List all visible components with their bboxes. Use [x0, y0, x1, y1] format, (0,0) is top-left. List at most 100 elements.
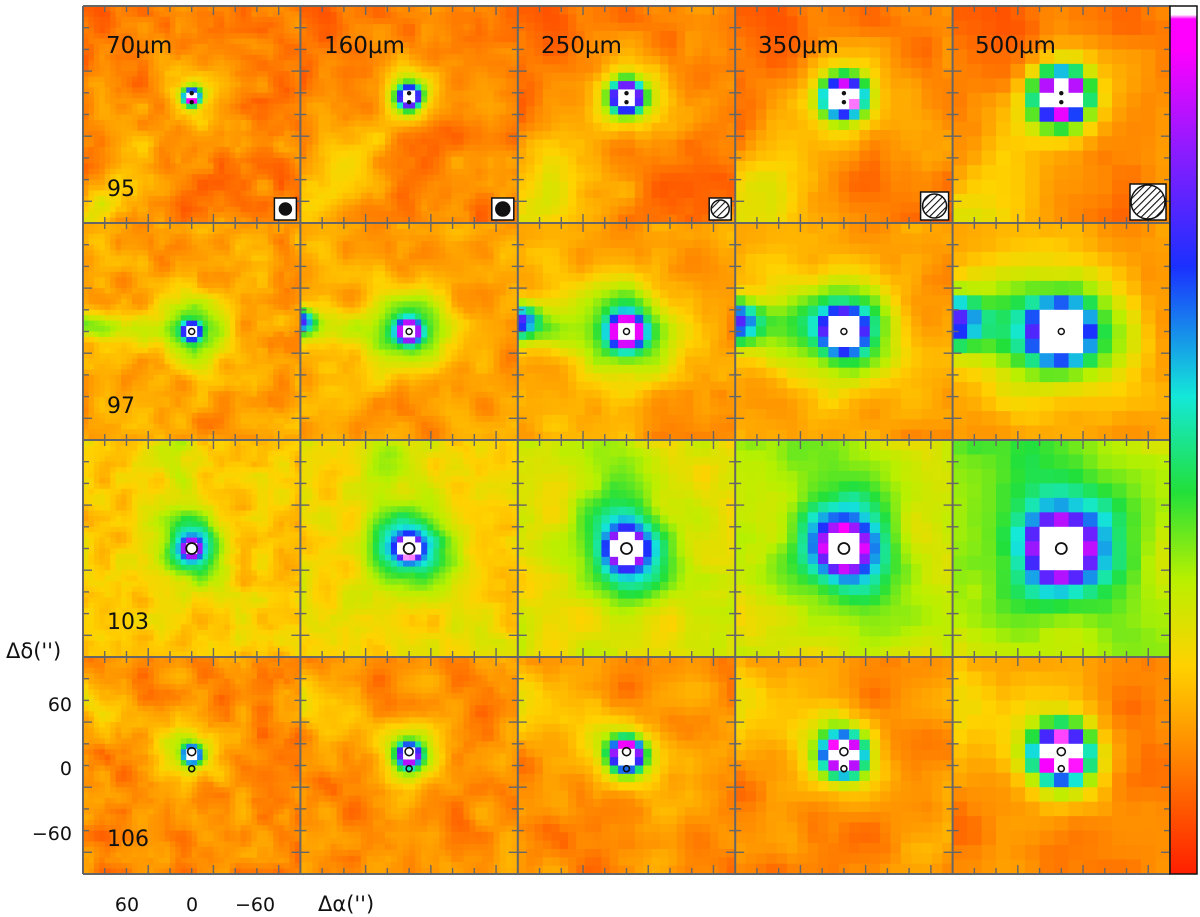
map-pixel — [337, 102, 344, 109]
map-pixel — [99, 49, 105, 55]
map-pixel — [543, 6, 552, 15]
map-pixel — [159, 256, 165, 262]
map-pixel — [235, 22, 241, 28]
map-pixel — [284, 55, 290, 61]
map-pixel — [367, 133, 374, 140]
map-pixel — [685, 14, 694, 23]
map-pixel — [385, 169, 392, 176]
map-pixel — [126, 239, 132, 245]
map-pixel — [403, 175, 410, 182]
map-pixel — [181, 245, 187, 251]
map-pixel — [116, 109, 122, 115]
map-pixel — [870, 109, 881, 120]
map-pixel — [518, 73, 527, 82]
map-pixel — [251, 131, 257, 137]
map-pixel — [132, 93, 138, 99]
map-pixel — [251, 39, 257, 45]
map-pixel — [181, 250, 187, 256]
map-pixel — [170, 299, 176, 305]
map-pixel — [518, 39, 527, 48]
map-pixel — [421, 205, 428, 212]
map-pixel — [110, 98, 116, 104]
map-pixel — [105, 115, 111, 121]
map-pixel — [197, 272, 203, 278]
map-pixel — [421, 181, 428, 188]
map-pixel — [901, 99, 912, 110]
map-pixel — [415, 145, 422, 152]
map-pixel — [262, 266, 268, 272]
map-pixel — [279, 66, 285, 72]
map-pixel — [818, 68, 829, 79]
map-pixel — [197, 109, 203, 115]
map-pixel — [379, 133, 386, 140]
map-pixel — [627, 165, 636, 174]
map-pixel — [235, 44, 241, 50]
map-pixel — [693, 131, 702, 140]
map-pixel — [116, 98, 122, 104]
map-pixel — [262, 272, 268, 278]
map-pixel — [494, 30, 501, 37]
map-pixel — [373, 133, 380, 140]
map-pixel — [421, 157, 428, 164]
map-pixel — [88, 212, 94, 218]
map-pixel — [343, 163, 350, 170]
map-pixel — [361, 96, 368, 103]
map-pixel — [551, 123, 560, 132]
map-pixel — [224, 261, 230, 267]
map-pixel — [105, 207, 111, 213]
map-pixel — [192, 71, 198, 77]
map-pixel — [110, 125, 116, 131]
map-pixel — [230, 87, 236, 93]
map-pixel — [409, 157, 416, 164]
map-pixel — [230, 283, 236, 289]
map-pixel — [192, 17, 198, 23]
map-pixel — [710, 140, 719, 149]
map-pixel — [451, 115, 458, 122]
map-pixel — [488, 145, 495, 152]
map-pixel — [148, 239, 154, 245]
map-pixel — [808, 68, 819, 79]
map-pixel — [643, 23, 652, 32]
map-pixel — [808, 130, 819, 141]
map-pixel — [241, 304, 247, 310]
map-pixel — [568, 206, 577, 215]
map-pixel — [148, 87, 154, 93]
map-pixel — [116, 272, 122, 278]
map-pixel — [506, 187, 513, 194]
map-pixel — [181, 174, 187, 180]
map-pixel — [482, 36, 489, 43]
map-pixel — [165, 82, 171, 88]
map-pixel — [88, 44, 94, 50]
map-pixel — [494, 84, 501, 91]
map-pixel — [235, 152, 241, 158]
map-pixel — [246, 93, 252, 99]
map-pixel — [262, 245, 268, 251]
map-pixel — [585, 140, 594, 149]
map-pixel — [828, 202, 839, 213]
map-pixel — [457, 121, 464, 128]
map-pixel — [121, 294, 127, 300]
map-pixel — [197, 250, 203, 256]
map-pixel — [331, 169, 338, 176]
map-pixel — [463, 139, 470, 146]
map-pixel — [197, 283, 203, 289]
map-pixel — [132, 71, 138, 77]
map-pixel — [476, 60, 483, 67]
map-pixel — [290, 120, 296, 126]
map-pixel — [409, 66, 416, 73]
map-pixel — [284, 250, 290, 256]
map-pixel — [355, 175, 362, 182]
map-pixel — [735, 6, 746, 17]
map-pixel — [1127, 64, 1142, 79]
map-pixel — [693, 115, 702, 124]
map-pixel — [175, 185, 181, 191]
map-pixel — [551, 106, 560, 115]
map-pixel — [230, 60, 236, 66]
map-pixel — [116, 163, 122, 169]
map-pixel — [88, 77, 94, 83]
map-pixel — [601, 115, 610, 124]
map-pixel — [337, 163, 344, 170]
map-pixel — [901, 68, 912, 79]
map-pixel — [463, 90, 470, 97]
map-pixel — [203, 77, 209, 83]
